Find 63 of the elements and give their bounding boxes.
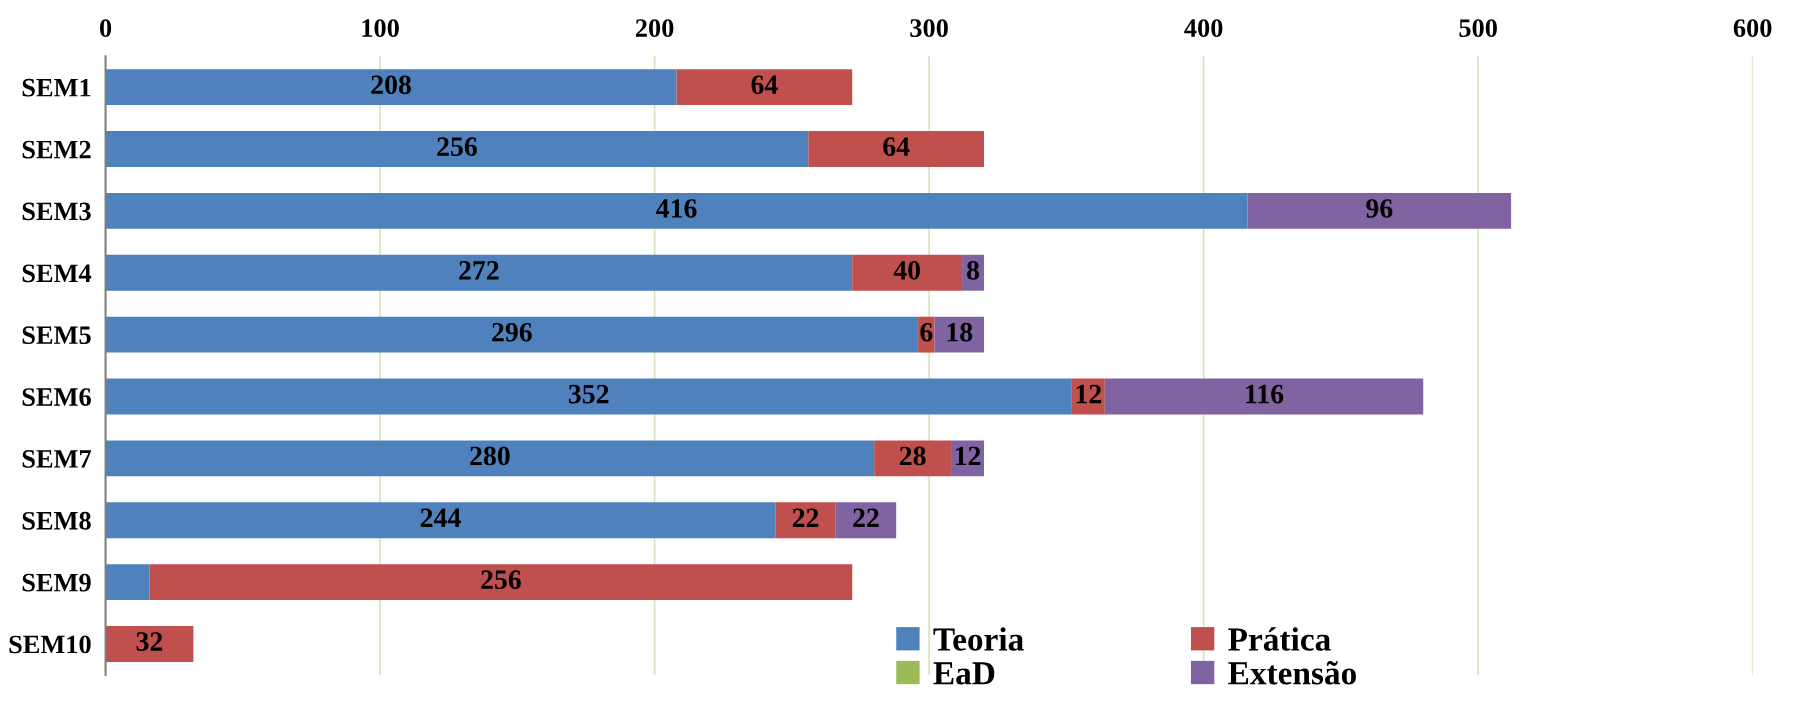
data-label: 244 (420, 508, 461, 527)
x-tick-label: 200 (635, 19, 674, 37)
bar (105, 131, 809, 167)
bar (852, 254, 963, 291)
bar (105, 254, 853, 291)
bar (105, 440, 875, 477)
x-tick-label: 500 (1459, 19, 1497, 37)
y-tick-label: SEM1 (22, 78, 91, 97)
legend-label: EaD (933, 662, 995, 685)
y-tick-label: SEM2 (22, 140, 91, 159)
bar (1247, 192, 1512, 229)
bar (105, 564, 150, 601)
bar (808, 131, 985, 167)
data-label: 64 (751, 75, 778, 95)
bar (105, 626, 194, 662)
bar (676, 69, 853, 106)
y-tick-label: SEM6 (22, 388, 91, 406)
bar (105, 192, 1248, 229)
legend-label: Extensão (1228, 660, 1356, 685)
data-label: 22 (853, 508, 879, 527)
y-tick-label: SEM9 (22, 573, 91, 592)
data-label: 12 (1076, 384, 1102, 404)
data-label: 28 (899, 446, 926, 466)
x-tick-label: 400 (1184, 19, 1223, 37)
x-tick-label: 600 (1733, 19, 1772, 37)
data-label: 256 (481, 570, 521, 590)
data-label: 64 (883, 137, 910, 156)
data-label: 272 (459, 261, 499, 280)
y-tick-label: SEM7 (22, 450, 92, 468)
data-label: 296 (492, 322, 532, 342)
legend-label: Teoria (933, 627, 1024, 651)
bar (775, 502, 836, 539)
bar (105, 69, 677, 106)
bar (105, 378, 1072, 415)
data-label: 8 (967, 260, 980, 280)
bar (874, 440, 952, 477)
bar (835, 502, 897, 539)
x-tick-label: 0 (99, 19, 112, 37)
data-label: 32 (136, 632, 163, 651)
y-tick-label: SEM5 (22, 326, 91, 345)
data-label: 18 (947, 322, 973, 342)
data-label: 416 (656, 199, 697, 218)
bar (105, 502, 776, 539)
data-label: 208 (371, 75, 411, 95)
bar (105, 316, 919, 353)
data-label: 22 (792, 508, 819, 527)
data-label: 280 (470, 446, 510, 466)
y-tick-label: SEM10 (9, 635, 91, 654)
x-tick-label: 300 (910, 19, 948, 37)
data-label: 12 (955, 446, 981, 466)
x-tick-label: 100 (362, 19, 399, 37)
legend-label: Prática (1228, 627, 1331, 651)
bar (1104, 378, 1424, 415)
data-label: 40 (893, 260, 920, 280)
data-label: 6 (920, 322, 933, 342)
data-label: 116 (1246, 384, 1284, 404)
data-label: 96 (1366, 199, 1393, 218)
bar (149, 564, 853, 601)
y-tick-label: SEM4 (22, 264, 92, 283)
data-label: 352 (568, 384, 609, 404)
data-label: 256 (437, 137, 477, 156)
y-tick-label: SEM8 (22, 511, 91, 530)
y-tick-label: SEM3 (22, 202, 91, 221)
